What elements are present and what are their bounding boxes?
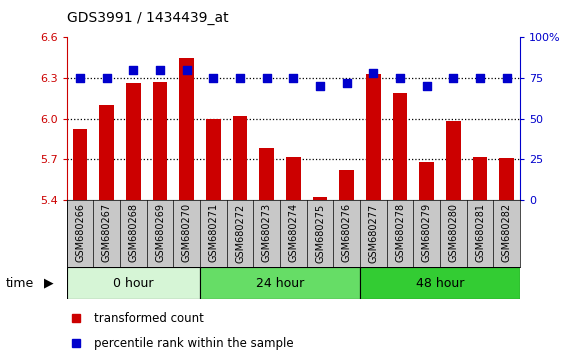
Point — [422, 83, 431, 89]
Text: GSM680278: GSM680278 — [395, 203, 405, 263]
Text: GSM680271: GSM680271 — [209, 203, 218, 263]
Bar — [286, 156, 301, 200]
Point — [342, 80, 352, 86]
Text: GSM680266: GSM680266 — [75, 203, 85, 262]
Point — [315, 83, 325, 89]
Point — [156, 67, 165, 73]
Text: GSM680282: GSM680282 — [501, 203, 512, 263]
FancyBboxPatch shape — [200, 267, 360, 299]
Bar — [259, 148, 274, 200]
Point — [475, 75, 485, 81]
Text: 0 hour: 0 hour — [113, 277, 154, 290]
Point — [182, 67, 191, 73]
Text: GSM680279: GSM680279 — [422, 203, 432, 263]
Point — [262, 75, 271, 81]
Text: 24 hour: 24 hour — [256, 277, 304, 290]
Bar — [313, 197, 328, 200]
Point — [235, 75, 245, 81]
Bar — [126, 83, 141, 200]
Text: GSM680276: GSM680276 — [342, 203, 352, 263]
Bar — [339, 170, 354, 200]
FancyBboxPatch shape — [67, 267, 200, 299]
Point — [76, 75, 85, 81]
FancyBboxPatch shape — [360, 267, 520, 299]
Point — [129, 67, 138, 73]
Bar — [73, 130, 88, 200]
Text: GSM680269: GSM680269 — [155, 203, 165, 262]
Bar — [393, 93, 407, 200]
Bar — [499, 158, 514, 200]
Bar — [366, 74, 381, 200]
Text: transformed count: transformed count — [94, 312, 204, 325]
Bar — [473, 156, 487, 200]
Bar — [446, 121, 461, 200]
Point — [396, 75, 405, 81]
Bar — [99, 105, 114, 200]
Text: GSM680273: GSM680273 — [262, 203, 272, 263]
Text: 48 hour: 48 hour — [416, 277, 464, 290]
Text: GSM680274: GSM680274 — [288, 203, 299, 263]
Point — [209, 75, 218, 81]
Bar — [233, 116, 248, 200]
Text: percentile rank within the sample: percentile rank within the sample — [94, 337, 293, 349]
Point — [369, 70, 378, 76]
Bar — [153, 82, 167, 200]
Text: time: time — [6, 277, 34, 290]
Text: GSM680270: GSM680270 — [182, 203, 192, 263]
Point — [449, 75, 458, 81]
Text: GDS3991 / 1434439_at: GDS3991 / 1434439_at — [67, 11, 228, 25]
Bar — [419, 162, 434, 200]
Text: GSM680277: GSM680277 — [368, 203, 378, 263]
Point — [289, 75, 298, 81]
Text: GSM680268: GSM680268 — [128, 203, 138, 262]
Bar — [180, 57, 194, 200]
Text: GSM680280: GSM680280 — [449, 203, 458, 262]
Point — [502, 75, 511, 81]
Text: GSM680267: GSM680267 — [102, 203, 112, 263]
Point — [102, 75, 112, 81]
Text: GSM680281: GSM680281 — [475, 203, 485, 262]
Text: ▶: ▶ — [44, 277, 53, 290]
Bar — [206, 119, 221, 200]
Text: GSM680272: GSM680272 — [235, 203, 245, 263]
Text: GSM680275: GSM680275 — [315, 203, 325, 263]
